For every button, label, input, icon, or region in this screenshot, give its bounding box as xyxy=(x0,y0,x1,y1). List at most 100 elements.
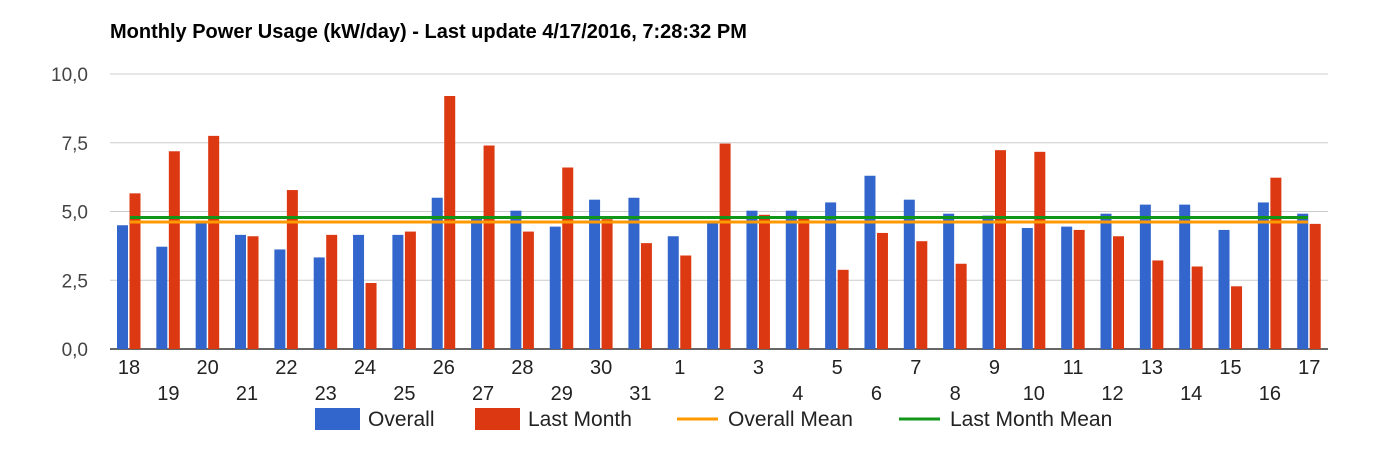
bar-last-month[interactable] xyxy=(955,263,967,349)
x-tick-label: 12 xyxy=(1101,383,1123,405)
x-tick-label: 13 xyxy=(1141,357,1163,379)
legend-label-last-month-mean[interactable]: Last Month Mean xyxy=(950,408,1112,431)
x-tick-label: 15 xyxy=(1219,357,1241,379)
bar-last-month[interactable] xyxy=(994,150,1006,349)
bar-last-month[interactable] xyxy=(798,218,810,349)
bar-last-month[interactable] xyxy=(129,193,141,349)
x-tick-label: 14 xyxy=(1180,383,1202,405)
bar-overall[interactable] xyxy=(903,199,915,349)
bar-last-month[interactable] xyxy=(1152,260,1164,349)
bar-overall[interactable] xyxy=(785,210,797,349)
chart-title: Monthly Power Usage (kW/day) - Last upda… xyxy=(110,21,747,43)
x-tick-label: 23 xyxy=(315,383,337,405)
bar-overall[interactable] xyxy=(549,226,561,349)
bar-overall[interactable] xyxy=(1179,204,1191,349)
legend-label-last-month[interactable]: Last Month xyxy=(528,408,632,431)
bar-last-month[interactable] xyxy=(640,243,652,349)
bar-last-month[interactable] xyxy=(247,236,259,349)
x-tick-label: 8 xyxy=(950,383,961,405)
bar-overall[interactable] xyxy=(431,197,443,349)
bar-overall[interactable] xyxy=(195,222,207,350)
x-tick-label: 20 xyxy=(197,357,219,379)
x-tick-label: 18 xyxy=(118,357,140,379)
bar-overall[interactable] xyxy=(628,197,640,349)
bar-last-month[interactable] xyxy=(1191,266,1203,350)
bar-overall[interactable] xyxy=(274,249,286,349)
y-tick-label: 2,5 xyxy=(62,271,88,292)
bar-last-month[interactable] xyxy=(483,145,495,350)
bar-overall[interactable] xyxy=(943,213,955,349)
bar-overall[interactable] xyxy=(864,175,876,349)
x-tick-label: 30 xyxy=(590,357,612,379)
bar-last-month[interactable] xyxy=(562,167,574,350)
bar-overall[interactable] xyxy=(392,234,404,349)
x-tick-label: 5 xyxy=(832,357,843,379)
y-tick-label: 10,0 xyxy=(51,65,88,86)
bar-last-month[interactable] xyxy=(1113,236,1125,349)
legend-label-overall-mean[interactable]: Overall Mean xyxy=(728,408,853,431)
legend-label-overall[interactable]: Overall xyxy=(368,408,435,431)
bar-last-month[interactable] xyxy=(601,219,613,349)
bar-overall[interactable] xyxy=(510,210,522,349)
bar-last-month[interactable] xyxy=(719,143,731,349)
bar-overall[interactable] xyxy=(982,215,994,349)
mean-lines xyxy=(130,216,1308,224)
bar-last-month[interactable] xyxy=(365,283,377,349)
bar-last-month[interactable] xyxy=(286,190,298,349)
y-tick-label: 0,0 xyxy=(62,340,88,361)
x-tick-label: 29 xyxy=(551,383,573,405)
x-tick-label: 6 xyxy=(871,383,882,405)
x-tick-label: 4 xyxy=(792,383,803,405)
bar-last-month[interactable] xyxy=(168,151,180,349)
bar-last-month[interactable] xyxy=(404,231,416,349)
x-tick-label: 19 xyxy=(157,383,179,405)
legend[interactable]: Overall Last Month Overall Mean Last Month … xyxy=(315,408,1112,431)
bar-last-month[interactable] xyxy=(916,241,928,349)
x-tick-label: 27 xyxy=(472,383,494,405)
x-tick-label: 22 xyxy=(275,357,297,379)
bar-last-month[interactable] xyxy=(876,232,888,349)
x-tick-label: 21 xyxy=(236,383,258,405)
x-tick-label: 16 xyxy=(1259,383,1281,405)
bar-last-month[interactable] xyxy=(522,231,534,349)
bar-last-month[interactable] xyxy=(1231,286,1243,349)
bar-overall[interactable] xyxy=(1297,213,1309,349)
x-tick-label: 25 xyxy=(393,383,415,405)
bar-overall[interactable] xyxy=(1139,204,1151,349)
bar-overall[interactable] xyxy=(707,221,719,349)
bar-overall[interactable] xyxy=(117,225,128,349)
bar-last-month[interactable] xyxy=(1270,177,1282,349)
bar-last-month[interactable] xyxy=(326,234,338,349)
bar-overall[interactable] xyxy=(825,202,837,349)
x-axis-ticks: 1819202122232425262728293031123456789101… xyxy=(118,357,1320,405)
bar-last-month[interactable] xyxy=(208,135,220,349)
bar-overall[interactable] xyxy=(667,236,679,349)
bar-overall[interactable] xyxy=(1061,226,1073,349)
bar-last-month[interactable] xyxy=(1309,223,1321,349)
bar-last-month[interactable] xyxy=(1034,151,1046,349)
y-tick-label: 7,5 xyxy=(62,134,88,155)
bar-last-month[interactable] xyxy=(680,255,692,350)
bar-overall[interactable] xyxy=(1257,202,1269,349)
x-tick-label: 9 xyxy=(989,357,1000,379)
y-axis-ticks: 0,0 2,5 5,0 7,5 10,0 xyxy=(51,65,88,361)
bar-overall[interactable] xyxy=(746,210,758,349)
bar-overall[interactable] xyxy=(313,257,325,349)
bar-last-month[interactable] xyxy=(758,214,770,349)
x-tick-label: 31 xyxy=(629,383,651,405)
x-tick-label: 17 xyxy=(1298,357,1320,379)
bar-overall[interactable] xyxy=(1100,213,1112,349)
bar-overall[interactable] xyxy=(1218,229,1230,349)
bar-overall[interactable] xyxy=(471,218,483,349)
bar-overall[interactable] xyxy=(1021,228,1033,349)
bar-overall[interactable] xyxy=(235,234,247,349)
y-tick-label: 5,0 xyxy=(62,203,88,224)
x-tick-label: 7 xyxy=(910,357,921,379)
bar-last-month[interactable] xyxy=(1073,229,1085,349)
bar-overall[interactable] xyxy=(589,199,601,349)
bar-overall[interactable] xyxy=(353,234,365,349)
grid-lines xyxy=(110,73,1328,350)
bar-last-month[interactable] xyxy=(837,269,849,349)
bar-overall[interactable] xyxy=(156,246,168,349)
